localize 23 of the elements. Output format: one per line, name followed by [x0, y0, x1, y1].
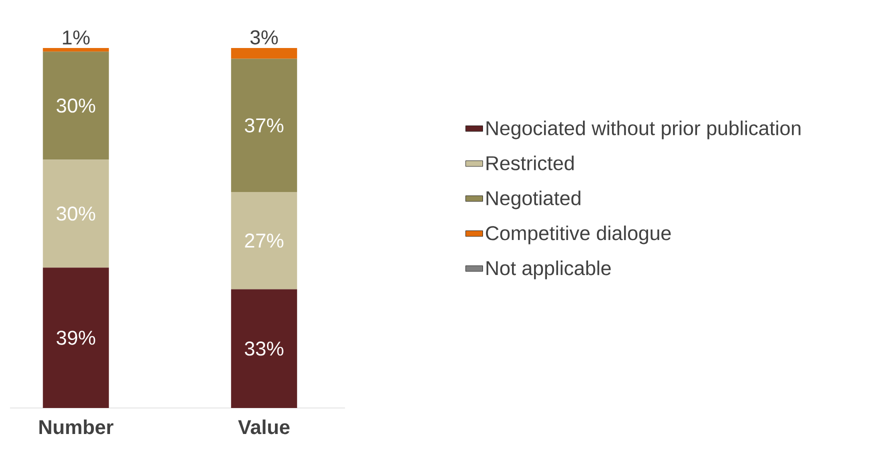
legend-label: Competitive dialogue	[486, 226, 671, 244]
data-label: 30%	[56, 98, 96, 113]
bar	[42, 48, 109, 52]
bar	[231, 58, 298, 192]
bar	[231, 192, 298, 290]
bar	[231, 289, 298, 408]
x-tick-label: Number	[39, 420, 114, 434]
data-label: 3%	[250, 30, 278, 44]
data-label: 30%	[56, 206, 96, 221]
legend-label: Restricted	[486, 156, 574, 170]
data-label: 33%	[244, 342, 284, 356]
legend-label: Negociated without prior publication	[486, 120, 800, 140]
bar	[42, 160, 109, 268]
x-tick-label: Value	[238, 420, 290, 434]
legend-label: Not applicable	[486, 260, 611, 280]
data-label: 1%	[62, 30, 90, 44]
bar	[42, 268, 109, 408]
legend-label: Negotiated	[486, 190, 580, 210]
data-label: 37%	[244, 118, 284, 132]
data-label: 39%	[56, 330, 96, 345]
bar	[42, 52, 109, 160]
bar	[231, 48, 298, 59]
data-label: 27%	[245, 234, 284, 248]
